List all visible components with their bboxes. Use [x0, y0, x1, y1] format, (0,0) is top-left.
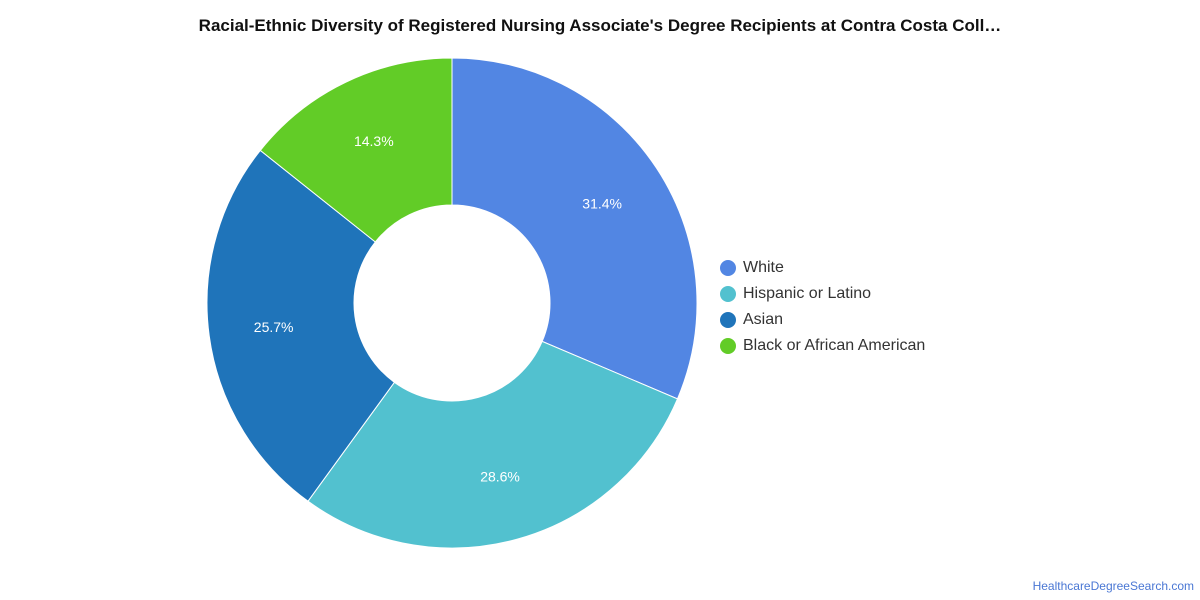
legend-swatch-black-or-african-american: [720, 338, 736, 354]
slice-label-asian: 25.7%: [254, 319, 294, 335]
slice-label-black-or-african-american: 14.3%: [354, 133, 394, 149]
chart-slices: [206, 57, 698, 549]
legend-label-asian: Asian: [743, 311, 784, 328]
legend-item-white[interactable]: White: [720, 255, 925, 281]
slice-black-or-african-american[interactable]: [259, 57, 453, 243]
slice-hispanic-or-latino[interactable]: [307, 340, 679, 549]
legend-item-black-or-african-american[interactable]: Black or African American: [720, 333, 925, 359]
legend-item-hispanic-or-latino[interactable]: Hispanic or Latino: [720, 281, 925, 307]
legend-label-hispanic-or-latino: Hispanic or Latino: [743, 285, 872, 302]
slice-label-hispanic-or-latino: 28.6%: [480, 468, 520, 484]
legend-swatch-hispanic-or-latino: [720, 286, 736, 302]
source-link[interactable]: HealthcareDegreeSearch.com: [1032, 579, 1194, 593]
legend-swatch-asian: [720, 312, 736, 328]
slice-asian[interactable]: [206, 149, 396, 502]
chart-legend: White Hispanic or Latino Asian Black or Afr…: [720, 255, 925, 359]
legend-swatch-white: [720, 260, 736, 276]
chart-slice-labels: 31.4% 28.6% 25.7% 14.3%: [254, 133, 622, 485]
legend-item-asian[interactable]: Asian: [720, 307, 925, 333]
slice-white[interactable]: [451, 57, 698, 400]
chart-title: Racial-Ethnic Diversity of Registered Nu…: [198, 16, 1002, 35]
slice-label-white: 31.4%: [582, 196, 622, 212]
legend-label-white: White: [743, 259, 784, 276]
legend-label-black-or-african-american: Black or African American: [743, 337, 926, 354]
